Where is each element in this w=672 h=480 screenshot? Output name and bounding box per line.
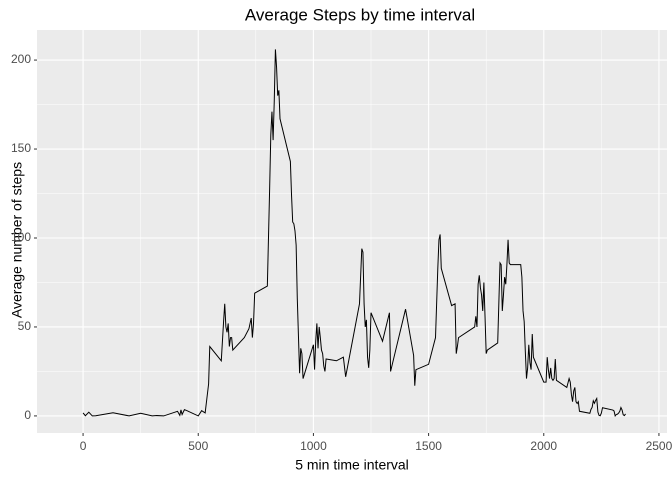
x-tick-label: 2500 [646, 439, 672, 453]
x-tick-label: 0 [80, 439, 87, 453]
y-tick-label: 200 [11, 52, 31, 66]
x-tick-label: 1500 [415, 439, 442, 453]
plot-panel [37, 30, 667, 433]
x-tick-label: 2000 [530, 439, 557, 453]
data-line [82, 49, 626, 418]
y-tick-label: 150 [11, 141, 31, 155]
y-tick-label: 0 [24, 408, 31, 422]
y-tick-label: 100 [11, 230, 31, 244]
chart-title: Average Steps by time interval [245, 5, 475, 24]
y-tick-label: 50 [18, 319, 32, 333]
x-tick-label: 500 [188, 439, 208, 453]
y-axis-title: Average number of steps [9, 162, 25, 318]
x-tick-label: 1000 [300, 439, 327, 453]
x-axis-title: 5 min time interval [295, 457, 409, 473]
